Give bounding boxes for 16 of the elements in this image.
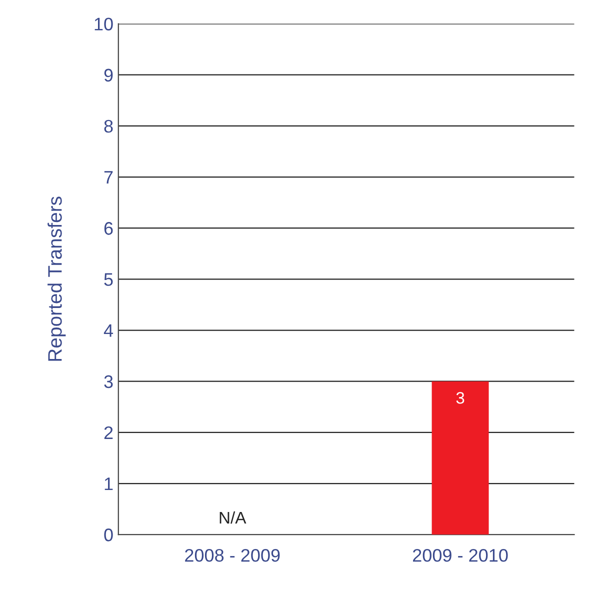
- y-tick-label: 8: [104, 120, 113, 133]
- x-tick-label: 2009 - 2010: [413, 548, 508, 562]
- y-tick-label: 0: [104, 528, 113, 542]
- y-tick-label: 4: [104, 324, 114, 337]
- y-tick-label: 6: [104, 222, 113, 235]
- y-axis-title: Reported Transfers: [48, 196, 66, 361]
- y-tick-label: 5: [104, 273, 113, 286]
- y-tick-label: 9: [104, 68, 113, 82]
- y-tick-label: 1: [104, 478, 113, 490]
- data-label: 3: [456, 392, 464, 404]
- y-tick-label: 3: [104, 375, 113, 388]
- text: N/A: [220, 511, 246, 524]
- y-tick-label: 2: [104, 426, 113, 439]
- y-tick-label: 7: [104, 171, 113, 184]
- x-tick-label: 2008 - 2009: [185, 548, 280, 562]
- y-tick-label: 10: [94, 18, 113, 30]
